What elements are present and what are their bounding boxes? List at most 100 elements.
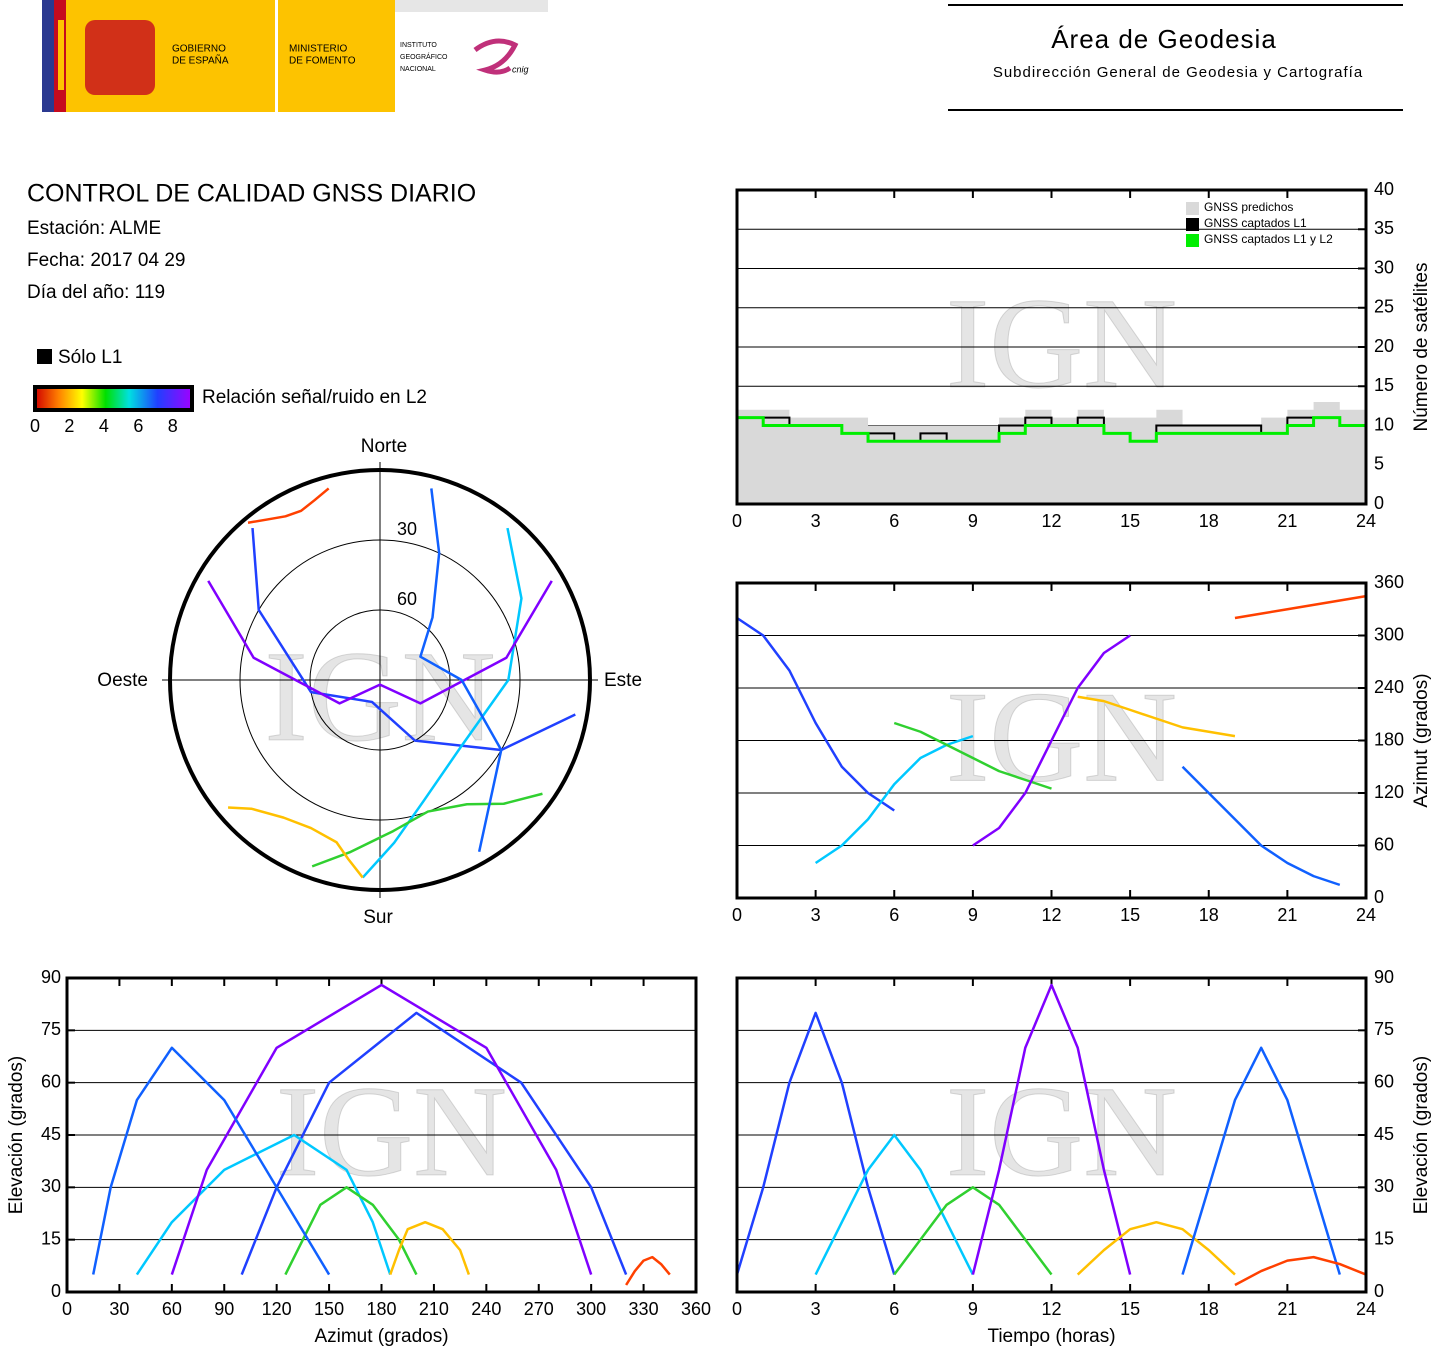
plot-frame: [735, 976, 1368, 1294]
satellite-track: [1076, 1220, 1236, 1276]
logo-text: DE FOMENTO: [289, 56, 356, 67]
logo-line: [395, 0, 548, 12]
x-tick-label: 180: [366, 1299, 396, 1319]
x-tick-label: 9: [968, 905, 978, 925]
satellite-track: [1181, 1046, 1341, 1275]
y-tick-label: 60: [41, 1071, 61, 1091]
colorbar-tick-label: 0: [30, 416, 40, 436]
satellite-track: [170, 983, 593, 1275]
x-tick-label: 18: [1199, 1299, 1219, 1319]
satellite-track: [971, 983, 1132, 1275]
predicted-area: [737, 401, 1366, 504]
x-tick-label: 15: [1120, 905, 1140, 925]
x-tick-label: 60: [162, 1299, 182, 1319]
logo-text: GOBIERNO: [172, 44, 226, 55]
header: GOBIERNO DE ESPAÑA MINISTERIO DE FOMENTO…: [42, 0, 1403, 112]
x-tick-label: 210: [419, 1299, 449, 1319]
x-tick-label: 12: [1041, 905, 1061, 925]
ring-label: 60: [397, 589, 417, 609]
y-tick-label: 300: [1374, 624, 1404, 644]
snr-label: Relación señal/ruido en L2: [202, 387, 427, 408]
direction-label: Este: [604, 670, 642, 691]
logo-text: DE ESPAÑA: [172, 54, 229, 67]
x-tick-label: 24: [1356, 905, 1376, 925]
legend-label: GNSS captados L1: [1204, 216, 1307, 230]
x-tick-label: 18: [1199, 905, 1219, 925]
watermark: IGN: [946, 1060, 1177, 1204]
x-tick-label: 90: [214, 1299, 234, 1319]
y-axis-title: Elevación (grados): [6, 1056, 27, 1214]
y-tick-label: 5: [1374, 454, 1384, 474]
x-tick-label: 330: [629, 1299, 659, 1319]
tracks: [91, 983, 671, 1286]
satellite-track: [247, 487, 330, 524]
area-subtitle: Subdirección General de Geodesia y Carto…: [993, 64, 1363, 81]
day-of-year: Día del año: 119: [27, 282, 165, 303]
cnig-logo: [473, 38, 519, 75]
logo-separator: [275, 0, 278, 112]
report-title: CONTROL DE CALIDAD GNSS DIARIO: [27, 180, 476, 208]
watermark: IGN: [946, 665, 1177, 809]
logo-text: cnig: [512, 64, 529, 74]
only-l1-swatch: [37, 349, 52, 364]
x-tick-label: 12: [1041, 1299, 1061, 1319]
y-tick-label: 20: [1374, 336, 1394, 356]
x-tick-label: 0: [62, 1299, 72, 1319]
y-tick-label: 60: [1374, 834, 1394, 854]
y-tick-label: 120: [1374, 782, 1404, 802]
station: Estación: ALME: [27, 218, 161, 239]
x-tick-label: 15: [1120, 1299, 1140, 1319]
direction-label: Norte: [361, 436, 407, 457]
logo-strip: [42, 0, 54, 112]
y-tick-label: 0: [51, 1281, 61, 1301]
y-tick-label: 90: [1374, 967, 1394, 987]
horizon: [168, 468, 592, 892]
ring-label: 30: [397, 519, 417, 539]
x-tick-label: 6: [889, 1299, 899, 1319]
satellite-track: [814, 1133, 974, 1276]
x-axis-title: Tiempo (horas): [987, 1326, 1115, 1347]
y-tick-label: 0: [1374, 1281, 1384, 1301]
y-tick-label: 75: [41, 1019, 61, 1039]
x-tick-label: 3: [811, 1299, 821, 1319]
y-tick-label: 90: [41, 967, 61, 987]
y-axis-title: Número de satélites: [1411, 263, 1432, 432]
x-tick-label: 15: [1120, 511, 1140, 531]
y-tick-label: 30: [1374, 257, 1394, 277]
y-tick-label: 25: [1374, 297, 1394, 317]
y-tick-label: 75: [1374, 1019, 1394, 1039]
x-tick-label: 18: [1199, 511, 1219, 531]
y-tick-label: 45: [41, 1124, 61, 1144]
info: CONTROL DE CALIDAD GNSS DIARIO Estación:…: [27, 180, 476, 412]
legend-swatch: [1186, 202, 1199, 215]
x-tick-label: 6: [889, 511, 899, 531]
colorbar-tick-label: 6: [133, 416, 143, 436]
legend-label: GNSS predichos: [1204, 200, 1293, 214]
snr-colorbar: [33, 385, 194, 412]
x-axis-title: Azimut (grados): [314, 1326, 448, 1347]
x-tick-label: 9: [968, 1299, 978, 1319]
x-tick-label: 120: [262, 1299, 292, 1319]
colorbar-tick-label: 2: [64, 416, 74, 436]
x-tick-label: 21: [1277, 511, 1297, 531]
y-axis-title: Azimut (grados): [1411, 673, 1432, 807]
plot-frame: [735, 188, 1368, 506]
x-tick-label: 21: [1277, 1299, 1297, 1319]
count-line: [737, 416, 1366, 443]
only-l1-label: Sólo L1: [58, 347, 122, 368]
watermark: IGN: [946, 272, 1177, 416]
x-tick-label: 3: [811, 905, 821, 925]
y-tick-label: 360: [1374, 572, 1404, 592]
x-tick-label: 24: [1356, 1299, 1376, 1319]
satellite-track: [135, 1133, 392, 1276]
date: Fecha: 2017 04 29: [27, 250, 185, 271]
y-tick-label: 15: [1374, 1228, 1394, 1248]
y-tick-label: 15: [1374, 375, 1394, 395]
x-tick-label: 21: [1277, 905, 1297, 925]
legend-label: GNSS captados L1 y L2: [1204, 232, 1333, 246]
colorbar-tick-label: 4: [99, 416, 109, 436]
logo-flag: [58, 20, 64, 90]
colorbar-tick-label: 8: [168, 416, 178, 436]
legend-swatch: [1186, 234, 1199, 247]
